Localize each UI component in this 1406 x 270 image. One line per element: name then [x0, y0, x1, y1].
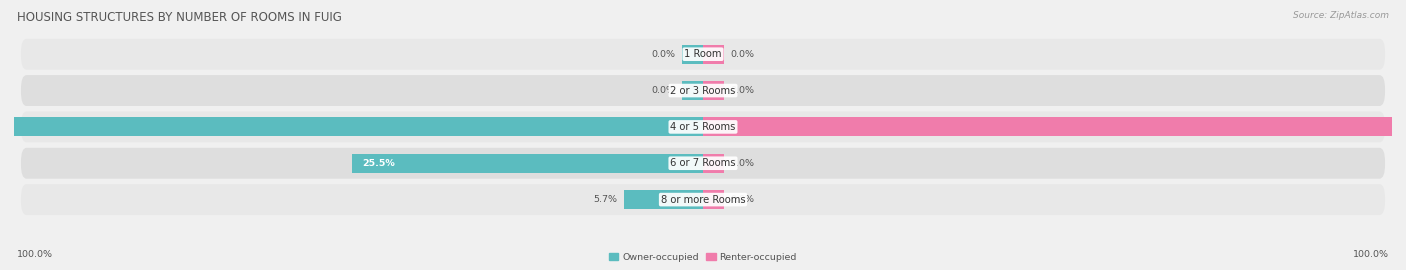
Bar [703, 190, 724, 209]
Text: 0.0%: 0.0% [731, 86, 755, 95]
Text: 0.0%: 0.0% [731, 50, 755, 59]
Text: 100.0%: 100.0% [17, 250, 53, 259]
Text: 4 or 5 Rooms: 4 or 5 Rooms [671, 122, 735, 132]
FancyBboxPatch shape [21, 148, 1385, 179]
Text: 0.0%: 0.0% [731, 195, 755, 204]
Legend: Owner-occupied, Renter-occupied: Owner-occupied, Renter-occupied [605, 249, 801, 265]
Bar [703, 117, 1406, 136]
Text: Source: ZipAtlas.com: Source: ZipAtlas.com [1294, 11, 1389, 20]
FancyBboxPatch shape [21, 112, 1385, 142]
Bar [624, 190, 703, 209]
Text: 2 or 3 Rooms: 2 or 3 Rooms [671, 86, 735, 96]
Text: 1 Room: 1 Room [685, 49, 721, 59]
Text: 8 or more Rooms: 8 or more Rooms [661, 195, 745, 205]
Bar [703, 45, 724, 64]
FancyBboxPatch shape [21, 75, 1385, 106]
Bar [352, 154, 703, 173]
Bar [682, 81, 703, 100]
Bar [703, 154, 724, 173]
Text: HOUSING STRUCTURES BY NUMBER OF ROOMS IN FUIG: HOUSING STRUCTURES BY NUMBER OF ROOMS IN… [17, 11, 342, 24]
FancyBboxPatch shape [21, 184, 1385, 215]
Text: 0.0%: 0.0% [731, 159, 755, 168]
Text: 0.0%: 0.0% [651, 50, 675, 59]
Text: 5.7%: 5.7% [593, 195, 617, 204]
Bar [0, 117, 703, 136]
Text: 25.5%: 25.5% [363, 159, 395, 168]
Bar [703, 81, 724, 100]
Text: 6 or 7 Rooms: 6 or 7 Rooms [671, 158, 735, 168]
Text: 0.0%: 0.0% [651, 86, 675, 95]
Bar [682, 45, 703, 64]
FancyBboxPatch shape [21, 39, 1385, 70]
Text: 100.0%: 100.0% [1353, 250, 1389, 259]
